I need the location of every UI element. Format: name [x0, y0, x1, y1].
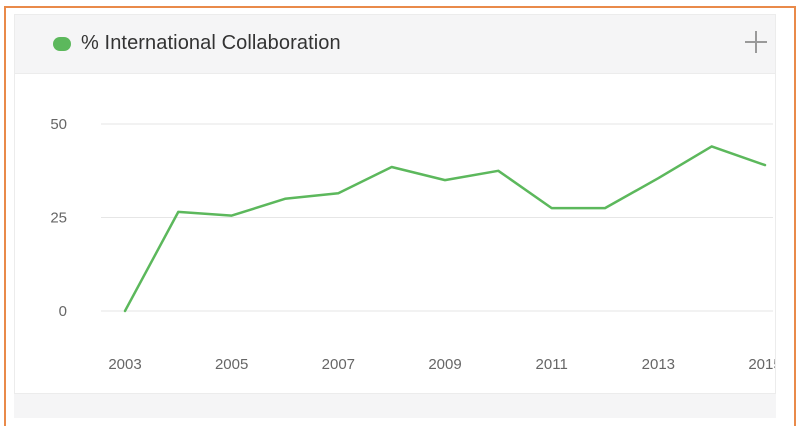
data-point-2004 — [175, 209, 181, 215]
data-point-2015 — [762, 162, 768, 168]
x-tick-label: 2015 — [748, 356, 775, 373]
y-tick-label: 50 — [50, 116, 67, 133]
chart-panel: % International Collaboration 50 25 0 2003… — [14, 14, 776, 394]
x-tick-label: 2013 — [642, 356, 675, 373]
x-tick-label: 2007 — [322, 356, 355, 373]
x-axis-ticks: 2003 2005 2007 2009 2011 2013 2015 — [108, 356, 775, 373]
data-point-2008 — [389, 164, 395, 170]
series-line-0 — [123, 145, 767, 313]
y-axis-ticks: 50 25 0 — [50, 116, 67, 320]
panel-footer — [14, 394, 776, 418]
data-point-2013 — [655, 175, 661, 181]
panel-header: % International Collaboration — [15, 15, 775, 74]
data-point-2006 — [282, 196, 288, 202]
x-tick-label: 2003 — [108, 356, 141, 373]
y-tick-label: 0 — [59, 303, 67, 320]
line-chart: 50 25 0 2003 2005 2007 2009 2011 2013 2015 — [50, 116, 775, 373]
data-point-2009 — [442, 177, 448, 183]
panel-title: % International Collaboration — [81, 32, 341, 54]
plus-icon[interactable] — [739, 25, 773, 59]
series-layer — [122, 143, 768, 314]
x-tick-label: 2005 — [215, 356, 248, 373]
data-point-2007 — [335, 190, 341, 196]
legend-dot-icon — [53, 37, 71, 51]
data-point-2012 — [602, 205, 608, 211]
data-point-2003 — [122, 308, 128, 314]
x-tick-label: 2009 — [428, 356, 461, 373]
data-point-2005 — [229, 213, 235, 219]
grid-layer — [101, 123, 773, 312]
y-tick-label: 25 — [50, 210, 67, 227]
x-tick-label: 2011 — [536, 356, 568, 373]
data-point-2010 — [495, 168, 501, 174]
data-point-2011 — [549, 205, 555, 211]
data-point-2014 — [709, 143, 715, 149]
